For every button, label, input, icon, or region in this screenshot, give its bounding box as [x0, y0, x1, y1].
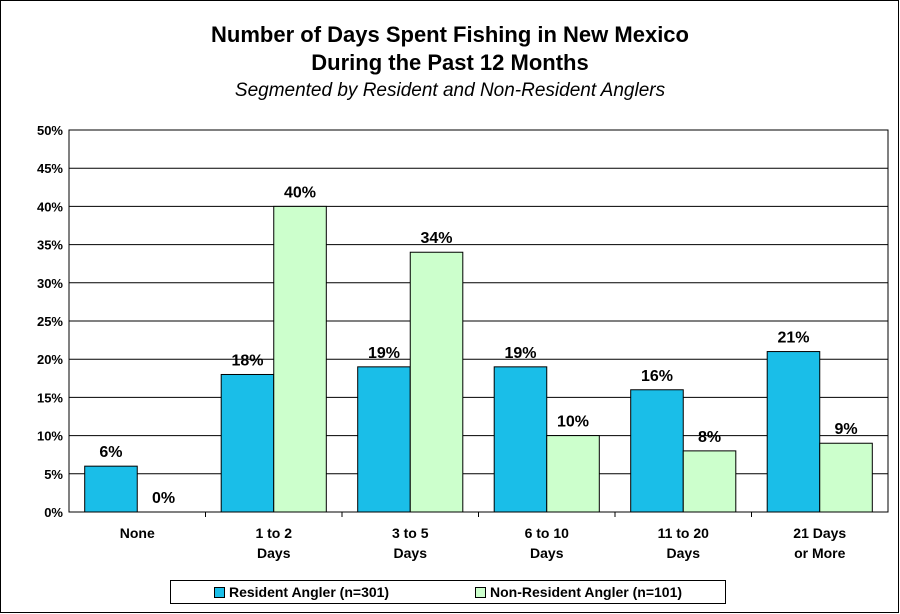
data-label: 16% — [641, 368, 673, 385]
x-tick-label: 3 to 5 — [392, 525, 429, 541]
chart-title-line-2: During the Past 12 Months — [311, 50, 589, 75]
y-tick-label: 50% — [37, 123, 63, 138]
legend-item-resident: Resident Angler (n=301) — [213, 584, 390, 600]
data-label: 19% — [504, 345, 536, 362]
y-tick-label: 5% — [44, 467, 63, 482]
legend-swatch-non-resident — [475, 586, 487, 598]
x-tick-label: or More — [794, 545, 846, 561]
x-tick-label: 1 to 2 — [255, 525, 292, 541]
bar — [682, 450, 737, 513]
y-tick-label: 15% — [37, 390, 63, 405]
data-label: 34% — [421, 230, 453, 247]
data-label: 21% — [777, 330, 809, 347]
bar — [630, 389, 684, 513]
y-tick-label: 45% — [37, 161, 63, 176]
x-tick-label: Days — [257, 545, 291, 561]
y-tick-label: 25% — [37, 314, 63, 329]
data-label: 10% — [557, 414, 589, 431]
legend-item-non-resident: Non-Resident Angler (n=101) — [475, 584, 682, 600]
y-tick-label: 40% — [37, 199, 63, 214]
y-tick-label: 30% — [37, 276, 63, 291]
bar — [273, 205, 327, 513]
bar — [819, 442, 873, 513]
x-tick-label: 11 to 20 — [658, 525, 710, 541]
chart-subtitle: Segmented by Resident and Non-Resident A… — [234, 80, 666, 101]
data-label: 0% — [152, 490, 175, 507]
legend-swatch-resident — [213, 586, 225, 598]
bar — [766, 351, 821, 513]
bar — [357, 366, 411, 513]
legend-label-non-resident: Non-Resident Angler (n=101) — [490, 584, 683, 600]
y-tick-label: 0% — [44, 505, 63, 520]
data-label: 8% — [698, 429, 721, 446]
chart-title: Number of Days Spent Fishing in New Mexi… — [211, 22, 689, 47]
x-tick-label: 21 Days — [793, 525, 846, 541]
data-label: 40% — [284, 184, 316, 201]
bar — [84, 465, 138, 513]
x-tick-label: 6 to 10 — [525, 525, 570, 541]
data-label: 9% — [834, 421, 857, 438]
bar — [546, 435, 600, 513]
bar — [409, 251, 464, 513]
y-tick-label: 10% — [37, 429, 63, 444]
legend: Resident Angler (n=301) Non-Resident Ang… — [170, 580, 726, 604]
data-label: 19% — [368, 345, 400, 362]
x-tick-label: Days — [667, 545, 701, 561]
x-tick-label: Days — [530, 545, 564, 561]
bar — [220, 373, 275, 513]
data-label: 18% — [231, 352, 263, 369]
x-tick-label: Days — [394, 545, 428, 561]
y-tick-label: 35% — [37, 238, 63, 253]
bar — [493, 366, 548, 513]
data-label: 6% — [99, 444, 122, 461]
legend-label-resident: Resident Angler (n=301) — [228, 584, 390, 600]
y-tick-label: 20% — [37, 352, 63, 367]
x-tick-label: None — [120, 525, 155, 541]
